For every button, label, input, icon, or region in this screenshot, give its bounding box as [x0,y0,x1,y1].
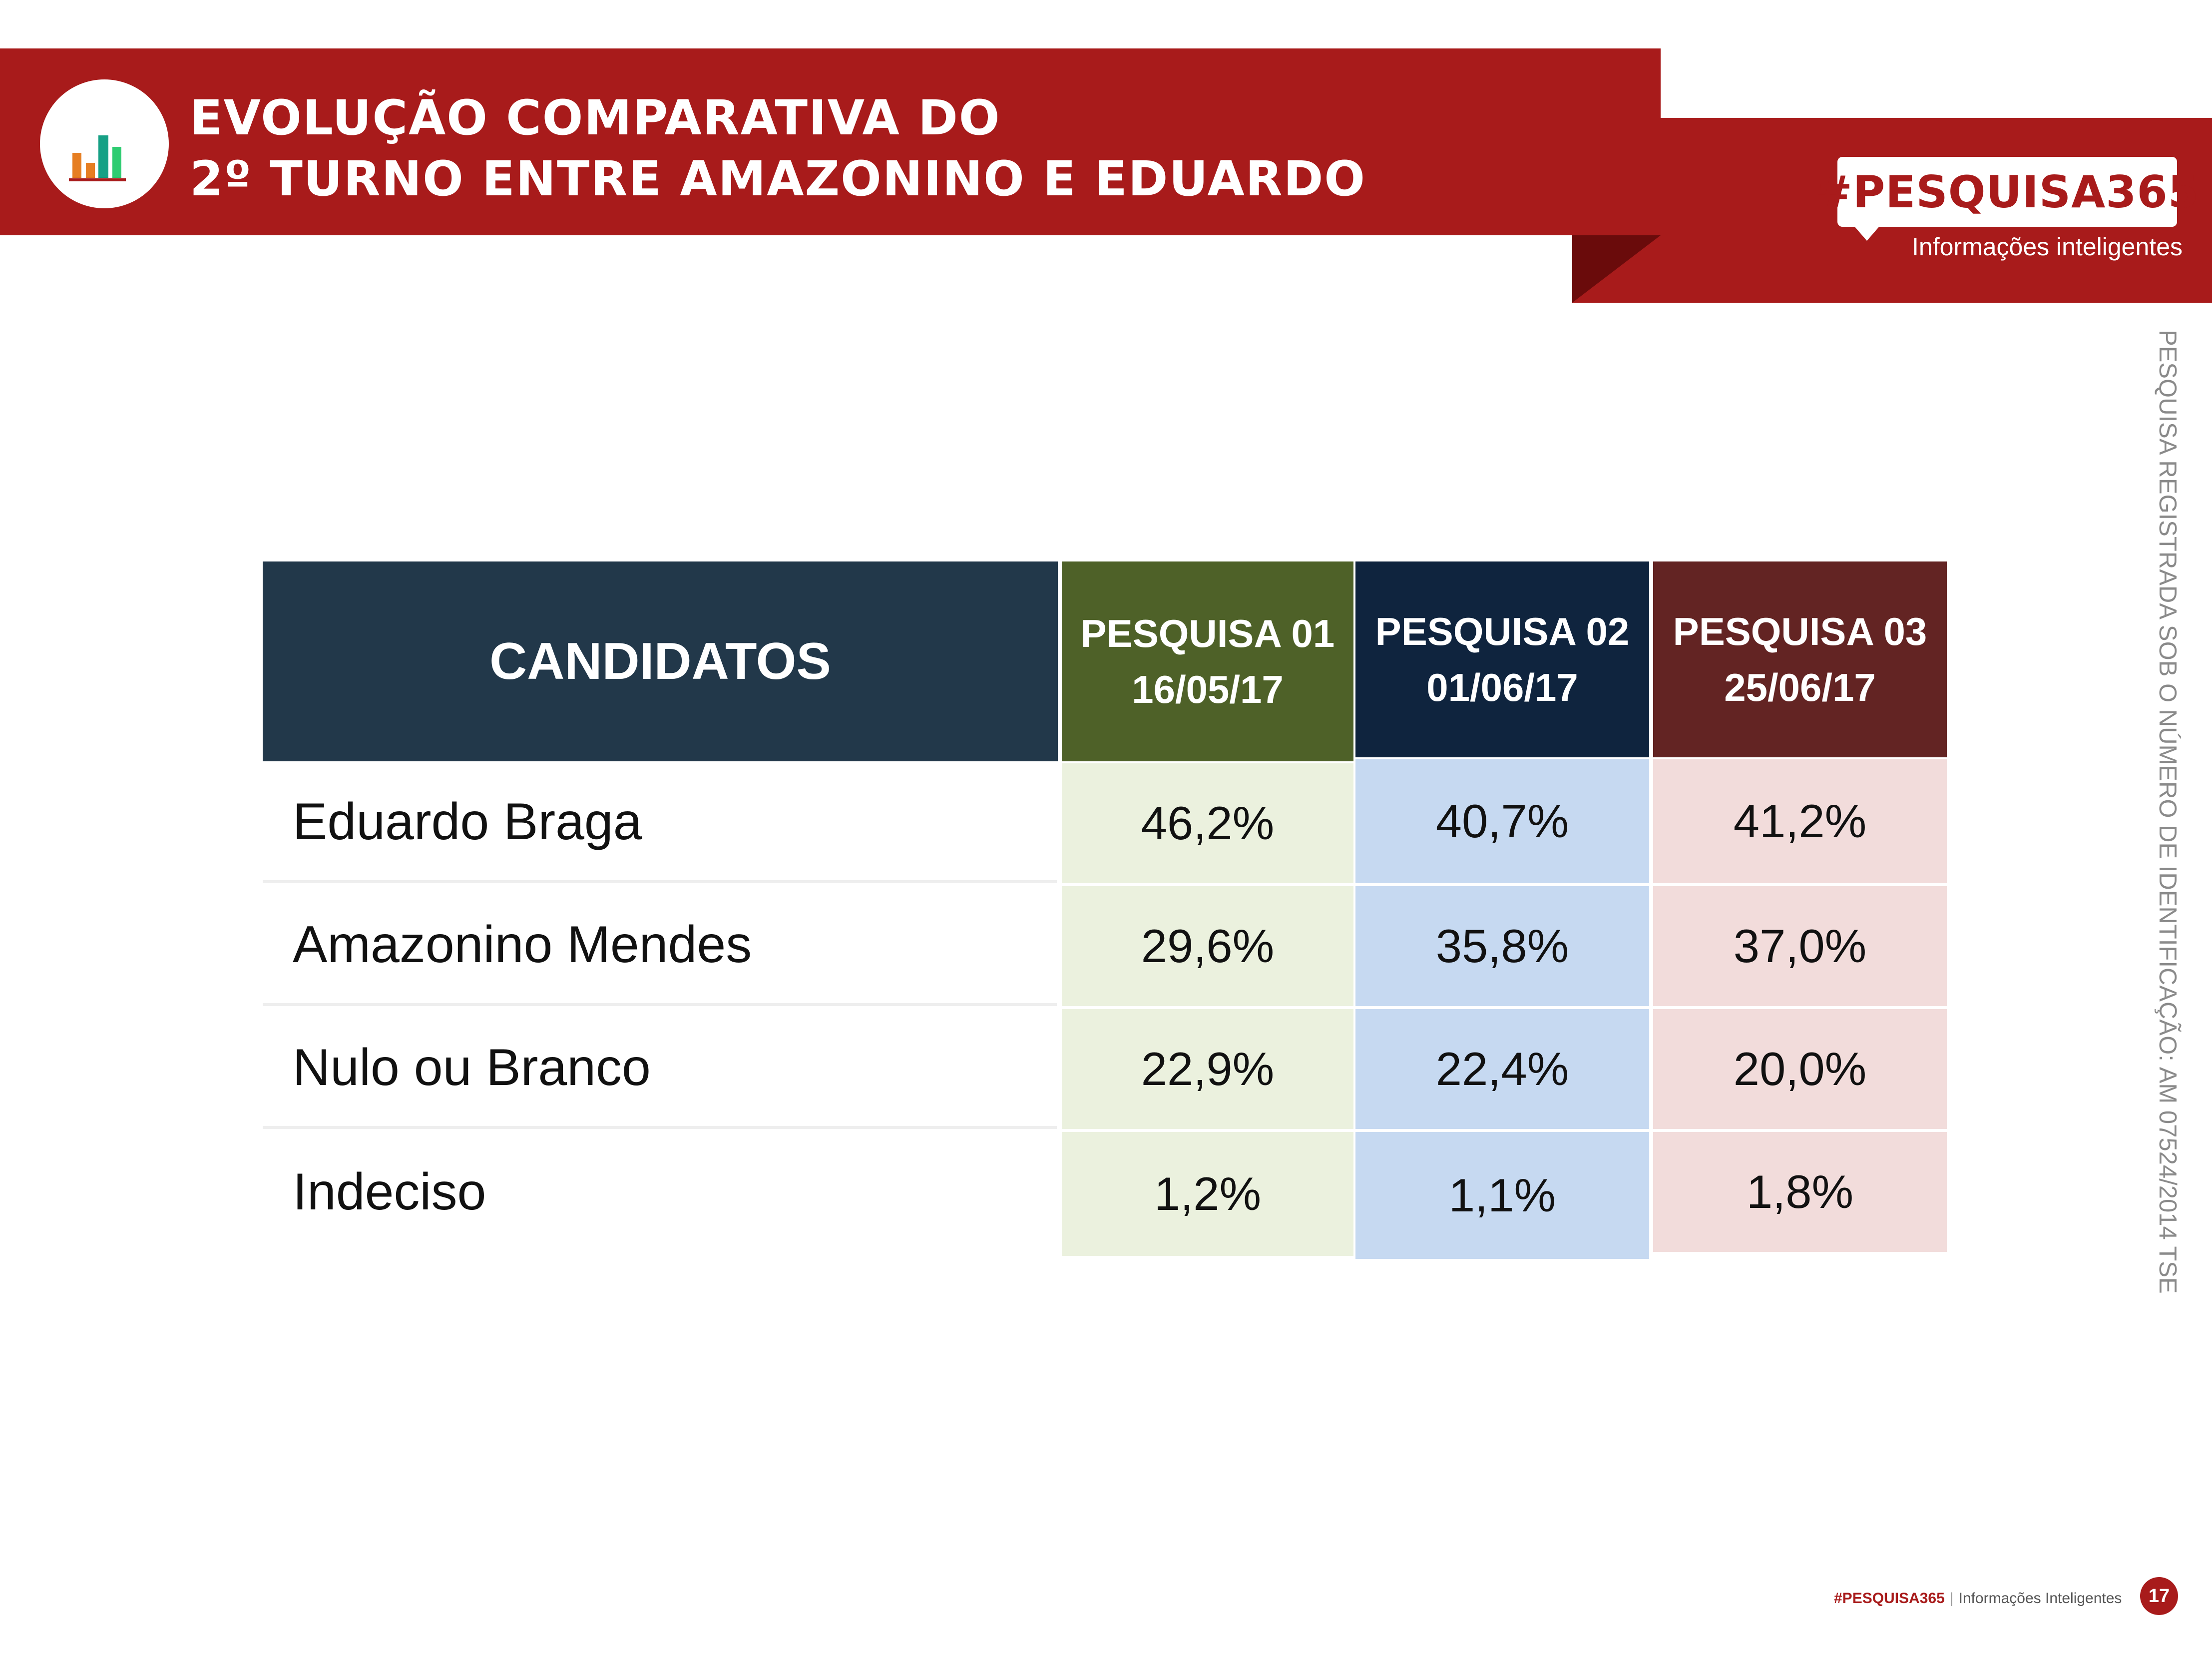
header-candidates: CANDIDATOS [263,561,1058,761]
value-poll-2: 35,8% [1355,886,1649,1006]
value-poll-3: 20,0% [1653,1009,1947,1129]
page-number: 17 [2140,1577,2178,1615]
value-poll-2: 22,4% [1355,1009,1649,1129]
brand-subtitle: Informações inteligentes [1912,233,2183,261]
registration-note: PESQUISA REGISTRADA SOB O NÚMERO DE IDEN… [2154,330,2181,1294]
bubble-tail [1854,226,1880,241]
value-poll-3: 1,8% [1653,1132,1947,1252]
header-poll-3: PESQUISA 03 25/06/17 [1653,561,1947,757]
poll-date: 16/05/17 [1132,667,1284,711]
title-line-1: EVOLUÇÃO COMPARATIVA DO [190,90,1001,146]
title-line-2: 2º TURNO ENTRE AMAZONINO E EDUARDO [190,151,1366,207]
value-poll-3: 41,2% [1653,759,1947,883]
footer-separator: | [1949,1590,1954,1607]
candidate-name: Nulo ou Branco [263,1009,1057,1129]
candidate-name: Eduardo Braga [263,763,1057,883]
candidate-name: Indeciso [263,1132,1057,1252]
value-poll-2: 1,1% [1355,1132,1649,1259]
value-poll-1: 1,2% [1062,1132,1353,1256]
bar-chart-icon [69,135,126,181]
value-poll-1: 22,9% [1062,1009,1353,1129]
poll-name: PESQUISA 02 [1375,609,1630,653]
poll-name: PESQUISA 01 [1080,611,1335,655]
banner-fold [1572,235,1661,303]
poll-date: 01/06/17 [1426,665,1578,709]
title-banner: EVOLUÇÃO COMPARATIVA DO 2º TURNO ENTRE A… [0,48,1661,235]
results-table: CANDIDATOS PESQUISA 01 16/05/17 PESQUISA… [263,561,1949,1259]
header-poll-2: PESQUISA 02 01/06/17 [1355,561,1649,757]
footer-subtitle: Informações Inteligentes [1958,1590,2122,1607]
header-poll-1: PESQUISA 01 16/05/17 [1062,561,1353,761]
poll-date: 25/06/17 [1724,665,1876,709]
poll-name: PESQUISA 03 [1673,609,1927,653]
value-poll-1: 46,2% [1062,763,1353,883]
value-poll-2: 40,7% [1355,759,1649,883]
brand-tag-bubble: #PESQUISA365 [1815,157,2199,227]
brand-tag: #PESQUISA365 [1815,166,2199,218]
value-poll-3: 37,0% [1653,886,1947,1006]
value-poll-1: 29,6% [1062,886,1353,1006]
candidate-name: Amazonino Mendes [263,886,1057,1006]
logo-badge [40,79,169,208]
footer: #PESQUISA365 | Informações Inteligentes [1834,1584,2122,1614]
footer-brand: #PESQUISA365 [1834,1590,1945,1607]
page-title: EVOLUÇÃO COMPARATIVA DO 2º TURNO ENTRE A… [190,87,1366,209]
